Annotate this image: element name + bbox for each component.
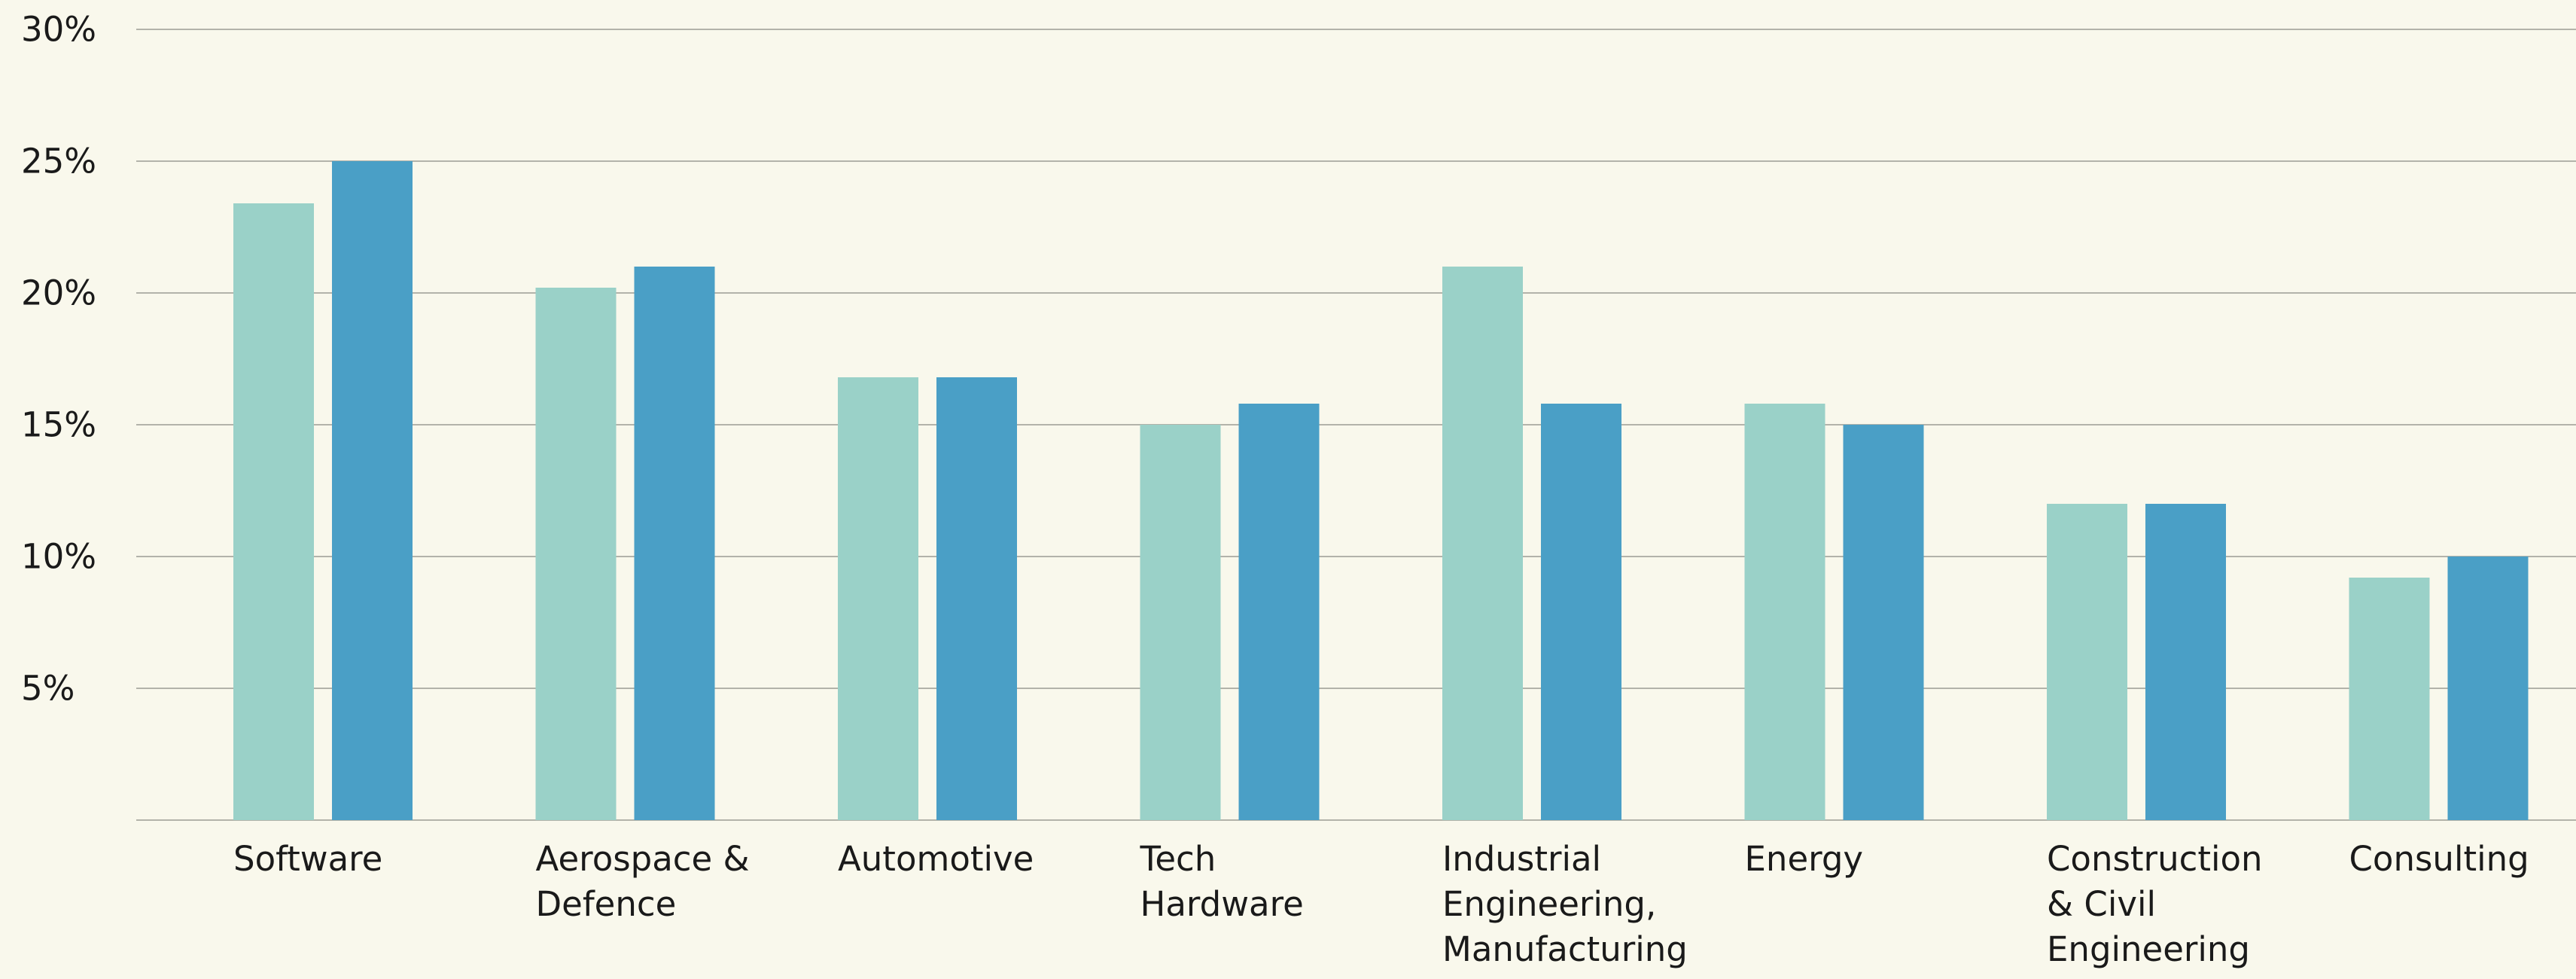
y-tick-label: 5% xyxy=(21,668,75,709)
bar xyxy=(634,267,715,820)
y-tick-label: 10% xyxy=(21,536,97,577)
bar xyxy=(1843,425,1924,820)
bar xyxy=(233,203,314,820)
y-tick-label: 30% xyxy=(21,9,97,50)
bar xyxy=(838,377,918,820)
x-tick-label: Automotive xyxy=(838,839,1034,879)
bar xyxy=(2145,504,2226,820)
x-tick-label: Construction & Civil Engineering xyxy=(2047,839,2263,969)
bar xyxy=(1140,425,1221,820)
bar xyxy=(2047,504,2127,820)
x-tick-label: Energy xyxy=(1744,839,1864,879)
bar xyxy=(2447,557,2529,820)
bar xyxy=(2349,578,2430,820)
x-tick-label: Tech Hardware xyxy=(1140,839,1304,924)
bar xyxy=(1541,404,1621,820)
bar xyxy=(535,288,617,820)
x-tick-label: Aerospace & Defence xyxy=(535,839,750,924)
bar xyxy=(1744,404,1825,820)
x-tick-label: Software xyxy=(233,839,383,879)
y-tick-label: 15% xyxy=(21,404,97,445)
bar xyxy=(1238,404,1320,820)
bar xyxy=(1442,267,1523,820)
x-tick-label: Industrial Engineering, Manufacturing xyxy=(1442,839,1688,969)
bar xyxy=(332,161,413,820)
x-tick-label: Consulting xyxy=(2349,839,2529,879)
y-tick-label: 25% xyxy=(21,141,97,181)
bar xyxy=(936,377,1017,820)
y-tick-label: 20% xyxy=(21,273,97,313)
